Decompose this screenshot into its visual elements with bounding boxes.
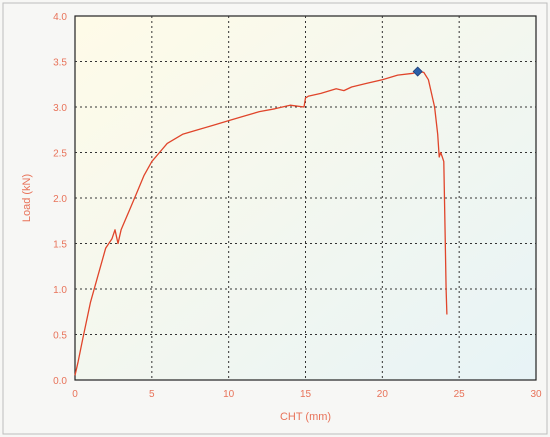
x-tick-label: 30 — [530, 389, 542, 400]
y-tick-label: 4.0 — [53, 12, 67, 23]
x-axis-ticks: 0 5 10 15 20 25 30 — [72, 389, 542, 400]
annotation-markers — [412, 66, 423, 77]
y-tick-label: 1.0 — [53, 285, 67, 296]
load-curve-series — [74, 70, 448, 376]
y-tick-label: 2.0 — [53, 194, 67, 205]
x-tick-label: 10 — [223, 389, 235, 400]
y-axis-ticks: 0.0 0.5 1.0 1.5 2.0 2.5 3.0 3.5 4.0 — [53, 12, 67, 387]
x-tick-label: 25 — [454, 389, 466, 400]
y-tick-label: 0.5 — [53, 331, 67, 342]
x-tick-label: 15 — [300, 389, 312, 400]
x-tick-label: 20 — [377, 389, 389, 400]
grid-lines — [75, 16, 536, 380]
y-tick-label: 1.5 — [53, 240, 67, 251]
y-tick-label: 3.5 — [53, 58, 67, 69]
y-tick-label: 3.0 — [53, 103, 67, 114]
y-tick-label: 2.5 — [53, 149, 67, 160]
y-axis-label: Load (kN) — [21, 174, 33, 222]
x-tick-label: 0 — [72, 389, 78, 400]
x-tick-label: 5 — [149, 389, 155, 400]
y-tick-label: 0.0 — [53, 376, 67, 387]
peak-load-marker — [412, 66, 423, 77]
series-group — [74, 70, 448, 376]
x-axis-label: CHT (mm) — [280, 411, 331, 423]
